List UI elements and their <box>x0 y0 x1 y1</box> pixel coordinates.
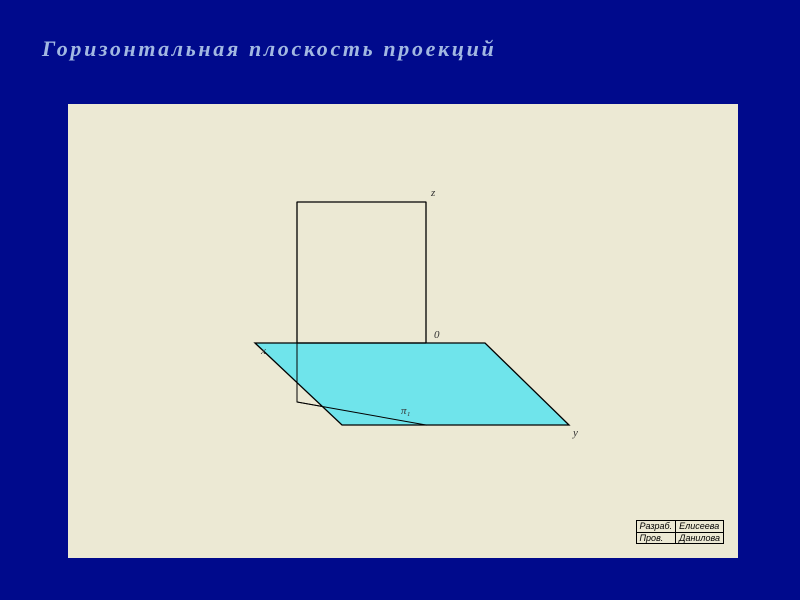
tb-value: Елисеева <box>676 521 724 532</box>
table-row: Пров. Данилова <box>636 532 723 543</box>
svg-text:x: x <box>260 345 266 357</box>
tb-value: Данилова <box>676 532 724 543</box>
title-block: Разраб. Елисеева Пров. Данилова <box>636 520 724 544</box>
diagram-canvas: z x 0 y π₁ Разраб. Елисеева Пров. Данилова <box>68 104 738 558</box>
tb-label: Разраб. <box>636 521 676 532</box>
svg-text:π₁: π₁ <box>401 405 411 417</box>
tb-label: Пров. <box>636 532 676 543</box>
svg-text:y: y <box>572 427 578 439</box>
projection-figure: z x 0 y π₁ <box>68 104 738 558</box>
svg-text:z: z <box>430 187 436 199</box>
slide-title: Горизонтальная плоскость проекций <box>42 36 496 62</box>
table-row: Разраб. Елисеева <box>636 521 723 532</box>
slide: Горизонтальная плоскость проекций z x 0 y π₁… <box>0 0 800 600</box>
svg-text:0: 0 <box>434 329 440 341</box>
